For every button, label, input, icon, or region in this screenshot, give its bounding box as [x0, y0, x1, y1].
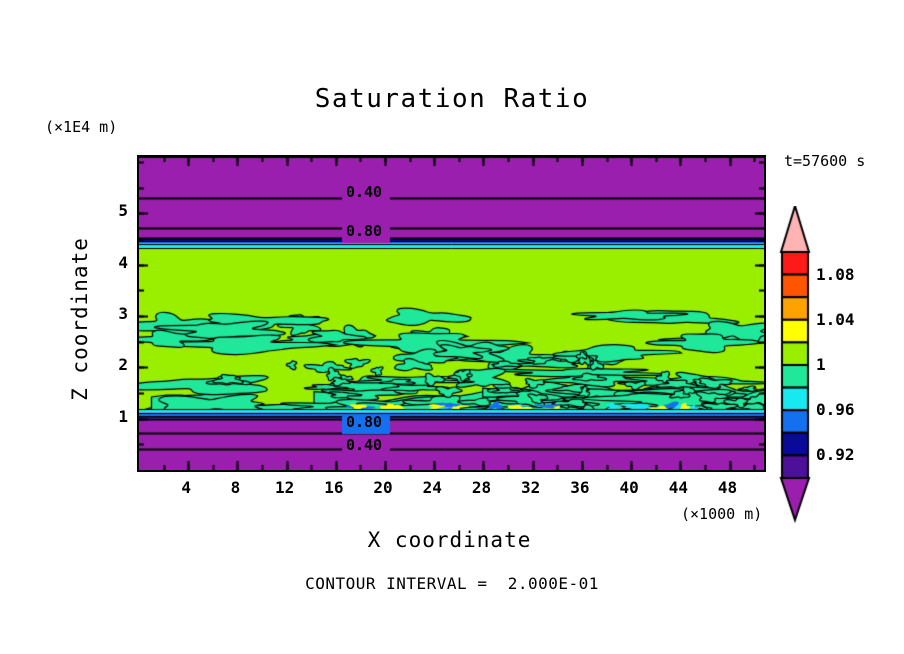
x-tick-label: 36	[570, 478, 590, 497]
x-tick-label: 40	[619, 478, 639, 497]
contour-plot-area	[137, 155, 766, 472]
page-title: Saturation Ratio	[314, 84, 590, 114]
colorbar-tick-label: 0.96	[816, 400, 855, 420]
x-tick-label: 12	[274, 478, 295, 497]
time-stamp-label: t=57600 s	[784, 152, 866, 170]
caption: CONTOUR INTERVAL = 2.000E-01	[305, 574, 599, 593]
y-tick-label: 3	[118, 304, 128, 324]
x-tick-label: 32	[521, 478, 541, 497]
colorbar-canvas	[779, 206, 899, 526]
y-axis-title: Z coordinate	[68, 237, 92, 401]
x-axis-title: X coordinate	[367, 528, 532, 552]
colorbar-tick-label: 1.04	[816, 309, 855, 329]
y-tick-label: 2	[118, 355, 128, 375]
x-tick-label: 24	[422, 478, 442, 497]
x-tick-label: 28	[471, 478, 492, 497]
contour-field-canvas	[139, 157, 764, 470]
y-tick-label: 4	[118, 252, 128, 272]
contour-level-label: 0.40	[345, 183, 383, 201]
contour-level-label: 0.40	[345, 436, 383, 454]
x-tick-label: 48	[717, 478, 738, 497]
x-tick-label: 44	[668, 478, 688, 497]
contour-level-label: 0.80	[345, 222, 383, 240]
colorbar-tick-label: 1.08	[816, 264, 855, 284]
x-axis-unit-label: (×1000 m)	[681, 505, 763, 523]
x-tick-label: 16	[324, 478, 344, 497]
colorbar: 1.08 1.04 1 0.96 0.92	[779, 206, 899, 526]
contour-level-label: 0.80	[345, 413, 383, 431]
y-tick-label: 5	[118, 201, 128, 221]
x-tick-label: 4	[181, 478, 192, 497]
y-tick-label: 1	[118, 406, 128, 426]
z-axis-unit-label: (×1E4 m)	[45, 118, 118, 136]
colorbar-tick-label: 0.92	[816, 445, 855, 465]
x-tick-label: 20	[373, 478, 393, 497]
colorbar-tick-label: 1	[816, 355, 826, 374]
x-tick-label: 8	[230, 478, 241, 497]
